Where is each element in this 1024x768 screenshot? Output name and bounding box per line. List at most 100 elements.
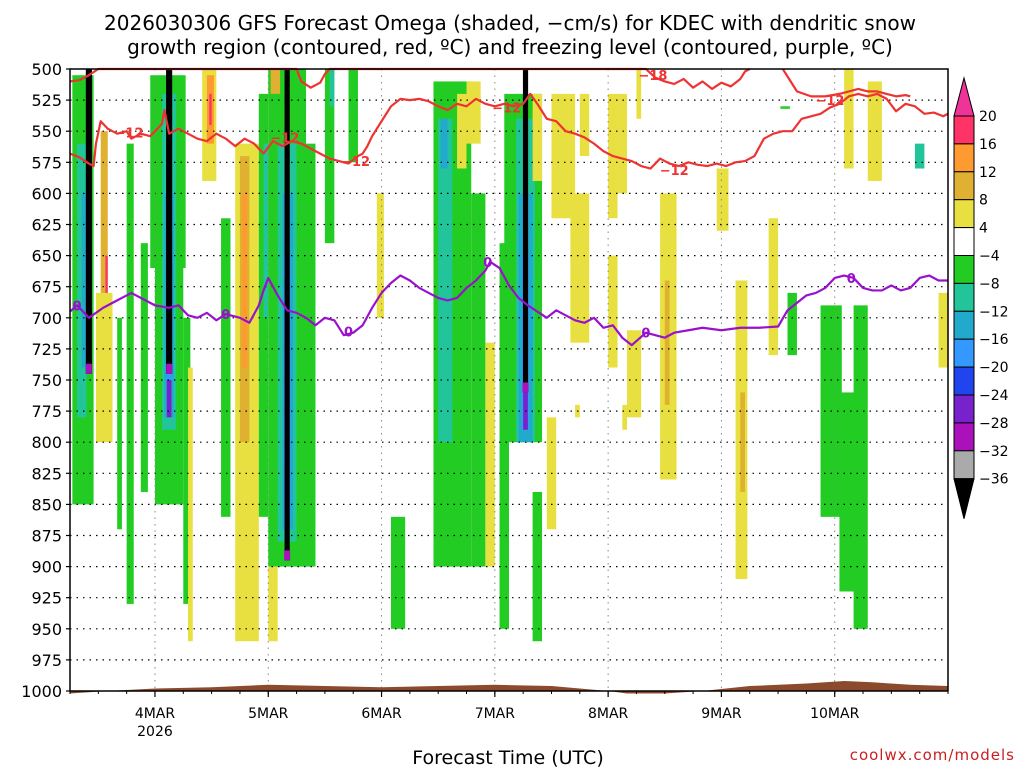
freezing-level-contour bbox=[69, 260, 948, 347]
omega-shading bbox=[268, 566, 278, 642]
omega-shading bbox=[853, 305, 868, 629]
contour-label: −12 bbox=[660, 164, 689, 179]
omega-shading bbox=[622, 404, 628, 430]
omega-shading bbox=[77, 143, 87, 418]
time-tick-label: 4MAR bbox=[135, 706, 176, 722]
pressure-tick-label: 725 bbox=[31, 340, 62, 359]
colorbar-label: −16 bbox=[979, 332, 1009, 348]
contour-label: −12 bbox=[492, 102, 521, 117]
omega-shading bbox=[183, 317, 191, 604]
omega-shading bbox=[627, 330, 642, 418]
omega-shading bbox=[867, 81, 882, 181]
omega-shading bbox=[466, 81, 481, 144]
colorbar-label: −20 bbox=[979, 360, 1009, 376]
pressure-tick-label: 700 bbox=[31, 309, 62, 328]
contour-label: 0 bbox=[221, 308, 230, 323]
colorbar-label: −4 bbox=[979, 249, 1000, 265]
contour-label: 0 bbox=[641, 327, 650, 342]
omega-shading bbox=[126, 143, 134, 604]
omega-shading bbox=[532, 491, 543, 642]
time-tick-label: 5MAR bbox=[248, 706, 289, 722]
omega-shading bbox=[440, 118, 448, 169]
colorbar-segment bbox=[953, 115, 975, 145]
watermark: coolwx.com/models bbox=[850, 746, 1015, 764]
time-tick-sublabel: 2026 bbox=[137, 724, 173, 740]
pressure-tick-label: 750 bbox=[31, 371, 62, 390]
time-tick-label: 6MAR bbox=[361, 706, 402, 722]
time-tick-label: 7MAR bbox=[475, 706, 516, 722]
contour-label: 0 bbox=[344, 325, 353, 340]
colorbar-label: 4 bbox=[979, 221, 988, 237]
omega-core-column bbox=[284, 69, 290, 561]
colorbar-segment bbox=[953, 338, 975, 368]
omega-shading bbox=[787, 292, 797, 356]
pressure-tick-label: 850 bbox=[31, 495, 62, 514]
dgz-minus12-contour-upper-right bbox=[781, 68, 911, 98]
omega-shading bbox=[617, 93, 628, 194]
colorbar-segment bbox=[953, 227, 975, 257]
omega-shading bbox=[716, 168, 729, 231]
omega-shading bbox=[140, 243, 148, 492]
omega-shading bbox=[664, 280, 670, 405]
omega-shading bbox=[914, 143, 925, 169]
omega-shading bbox=[938, 292, 948, 368]
contour-label: 0 bbox=[847, 272, 856, 287]
colorbar-label: −36 bbox=[979, 472, 1009, 488]
omega-shading bbox=[740, 392, 746, 492]
pressure-tick-label: 575 bbox=[31, 153, 62, 172]
omega-shading bbox=[263, 143, 269, 318]
colorbar-label: 12 bbox=[979, 165, 997, 181]
pressure-tick-label: 525 bbox=[31, 91, 62, 110]
contour-label: −12 bbox=[815, 94, 844, 109]
colorbar-segment bbox=[953, 366, 975, 396]
time-axis: 4MAR 2026 5MAR 6MAR 7MAR 8MAR 9MAR 10MAR bbox=[69, 691, 949, 740]
omega-shading bbox=[636, 69, 642, 119]
dgz-minus12-contour-lower bbox=[69, 92, 949, 170]
pressure-tick-label: 775 bbox=[31, 402, 62, 421]
omega-shading bbox=[376, 193, 384, 318]
omega-shading bbox=[457, 93, 467, 169]
omega-core-base bbox=[284, 550, 291, 561]
contour-label: −12 bbox=[115, 126, 144, 141]
omega-shading bbox=[485, 342, 495, 567]
pressure-tick-label: 1000 bbox=[21, 682, 62, 701]
omega-core-base bbox=[522, 382, 529, 393]
omega-shading bbox=[242, 193, 248, 368]
colorbar-segment bbox=[953, 199, 975, 229]
pressure-tick-label: 950 bbox=[31, 620, 62, 639]
omega-shading bbox=[100, 131, 108, 393]
omega-shading bbox=[579, 93, 590, 157]
omega-shading bbox=[209, 93, 212, 125]
pressure-tick-label: 975 bbox=[31, 651, 62, 670]
colorbar-segment bbox=[953, 255, 975, 284]
contour-label: −18 bbox=[638, 69, 667, 84]
colorbar-segment bbox=[953, 310, 975, 340]
omega-core-base bbox=[85, 363, 92, 374]
plot-area: −12 −12 −12 −12 −18 −12 −12 0 0 0 0 0 0 bbox=[69, 67, 949, 694]
pressure-tick-label: 625 bbox=[31, 216, 62, 235]
omega-shading bbox=[570, 193, 590, 343]
omega-core-base bbox=[166, 363, 173, 374]
pressure-tick-label: 550 bbox=[31, 122, 62, 141]
time-tick-label: 8MAR bbox=[588, 706, 629, 722]
pressure-tick-label: 875 bbox=[31, 527, 62, 546]
colorbar-label: 8 bbox=[979, 193, 988, 209]
omega-shading bbox=[324, 69, 335, 244]
omega-shading bbox=[844, 69, 854, 169]
omega-shading bbox=[551, 93, 576, 219]
pressure-tick-label: 650 bbox=[31, 247, 62, 266]
chart-title-line1: 2026030306 GFS Forecast Omega (shaded, −… bbox=[104, 11, 916, 35]
omega-shading bbox=[608, 255, 618, 368]
omega-shading bbox=[780, 106, 790, 109]
omega-shading bbox=[166, 380, 172, 418]
pressure-tick-label: 800 bbox=[31, 433, 62, 452]
colorbar-label: −8 bbox=[979, 276, 1000, 292]
colorbar-label: −12 bbox=[979, 304, 1009, 320]
omega-shading bbox=[188, 367, 193, 642]
omega-shading bbox=[81, 193, 89, 368]
pressure-tick-label: 900 bbox=[31, 558, 62, 577]
x-axis-title: Forecast Time (UTC) bbox=[412, 747, 603, 768]
omega-shading bbox=[270, 69, 281, 94]
contour-label: −12 bbox=[270, 131, 299, 146]
